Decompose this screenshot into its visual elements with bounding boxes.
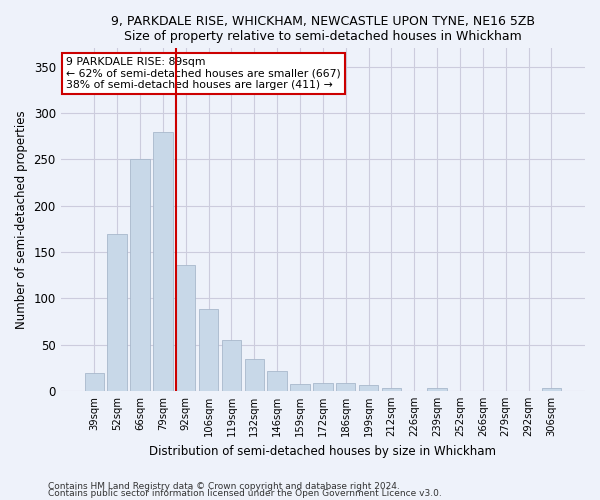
Bar [130,160,149,391]
Bar [382,388,401,391]
Bar [290,384,310,391]
Bar [107,234,127,391]
Bar [268,372,287,391]
Bar [221,340,241,391]
Y-axis label: Number of semi-detached properties: Number of semi-detached properties [15,110,28,329]
Text: Contains HM Land Registry data © Crown copyright and database right 2024.: Contains HM Land Registry data © Crown c… [48,482,400,491]
Bar [199,310,218,391]
Text: Contains public sector information licensed under the Open Government Licence v3: Contains public sector information licen… [48,489,442,498]
X-axis label: Distribution of semi-detached houses by size in Whickham: Distribution of semi-detached houses by … [149,444,496,458]
Bar [153,132,173,391]
Bar [542,388,561,391]
Text: 9 PARKDALE RISE: 89sqm
← 62% of semi-detached houses are smaller (667)
38% of se: 9 PARKDALE RISE: 89sqm ← 62% of semi-det… [66,57,341,90]
Bar [359,386,378,391]
Bar [245,358,264,391]
Bar [313,382,332,391]
Bar [85,374,104,391]
Bar [427,388,447,391]
Bar [336,382,355,391]
Title: 9, PARKDALE RISE, WHICKHAM, NEWCASTLE UPON TYNE, NE16 5ZB
Size of property relat: 9, PARKDALE RISE, WHICKHAM, NEWCASTLE UP… [111,15,535,43]
Bar [176,265,196,391]
